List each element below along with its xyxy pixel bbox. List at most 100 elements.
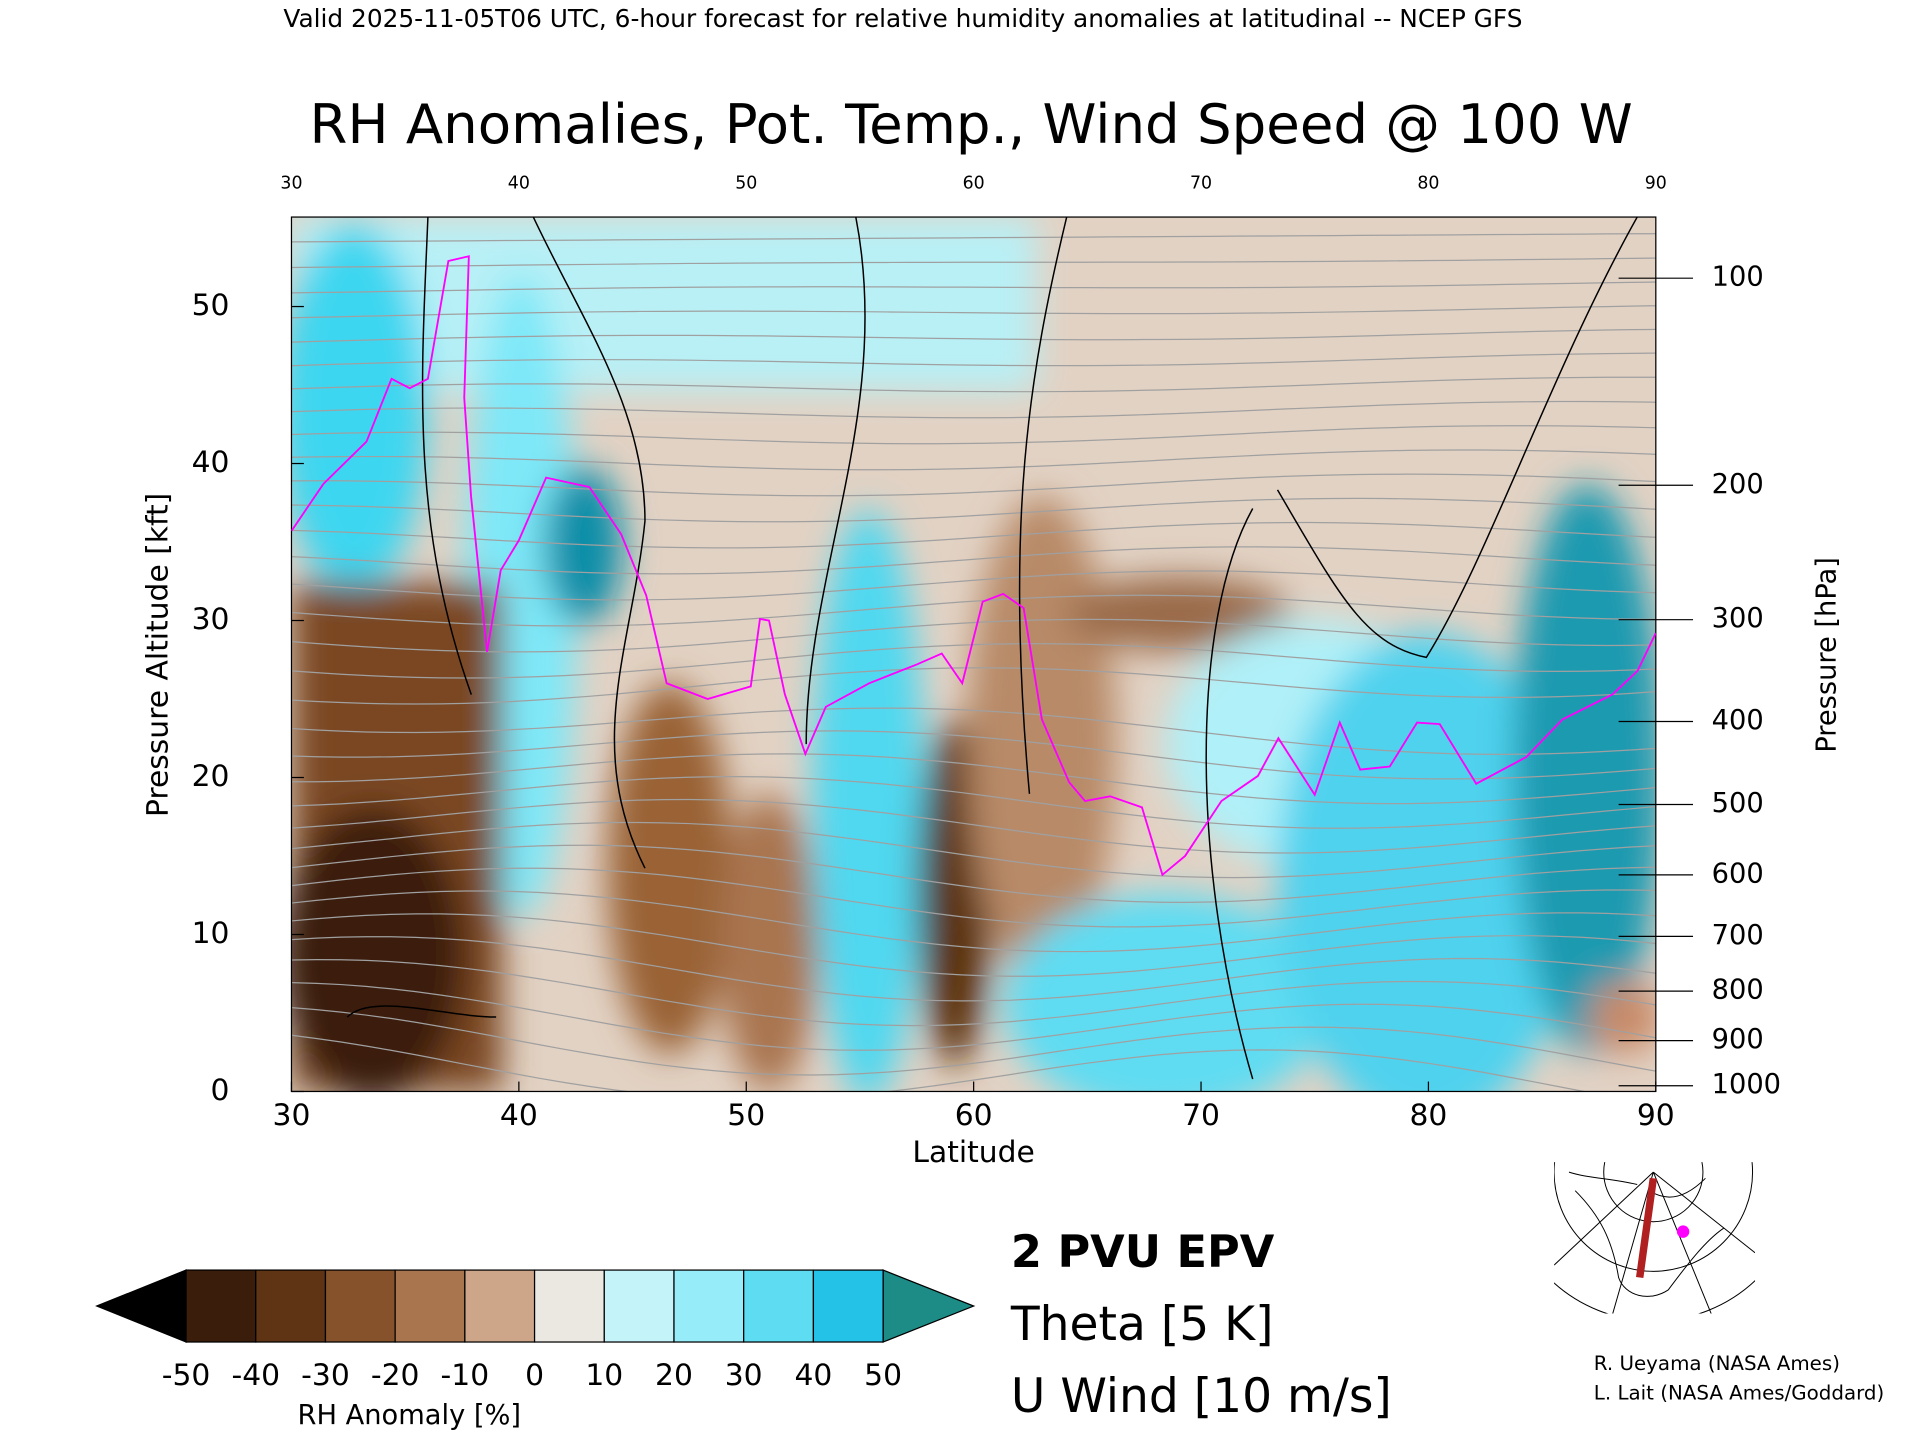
theta-line	[291, 707, 1656, 755]
colorbar-under	[95, 1269, 187, 1343]
wind-contours	[346, 217, 1638, 1080]
y-tick-label: 50	[192, 288, 230, 323]
theta-line	[291, 959, 1656, 1027]
theta-line	[291, 618, 1656, 653]
colorbar-tick-label: 50	[864, 1358, 902, 1393]
y2-tick-label: 800	[1712, 975, 1764, 1006]
x-axis-label: Latitude	[912, 1135, 1034, 1170]
y2-tick-label: 700	[1712, 920, 1764, 951]
credit: L. Lait (NASA Ames/Goddard)	[1594, 1382, 1884, 1405]
colorbar-tick-label: 20	[655, 1358, 693, 1393]
theta-line	[291, 497, 1656, 523]
colorbar-tick-label: -10	[441, 1358, 490, 1393]
x-tick-label: 60	[955, 1098, 993, 1133]
y2-tick-label: 600	[1712, 858, 1764, 889]
y-tick-label: 30	[192, 602, 230, 637]
colorbar-tick-label: 10	[585, 1358, 623, 1393]
x-tick-label: 80	[1409, 1098, 1447, 1133]
y-tick-label: 0	[211, 1073, 230, 1108]
theta-line	[291, 257, 1656, 269]
theta-line	[291, 546, 1656, 575]
colorbar-segment	[185, 1269, 257, 1343]
y2-tick-label: 500	[1712, 788, 1764, 819]
theta-line	[291, 844, 1656, 903]
colorbar-segment	[255, 1269, 327, 1343]
colorbar-label: RH Anomaly [%]	[298, 1400, 522, 1431]
y2-tick-label: 300	[1712, 603, 1764, 634]
theta-line	[291, 281, 1656, 294]
colorbar-over	[882, 1269, 976, 1343]
x-top-label: 90	[1645, 174, 1667, 194]
x-top-label: 60	[963, 174, 985, 194]
theta-line	[291, 1034, 1588, 1092]
legend-pv: 2 PVU EPV	[1011, 1226, 1275, 1278]
x-tick-label: 30	[273, 1098, 311, 1133]
y2-tick-label: 200	[1712, 469, 1764, 500]
theta-line	[291, 233, 1656, 243]
theta-line	[291, 1007, 1656, 1076]
theta-line	[291, 936, 1656, 1002]
colorbar-segment	[673, 1269, 745, 1343]
theta-line	[291, 642, 1656, 679]
colorbar-segment	[603, 1269, 675, 1343]
colorbar-tick-label: -30	[301, 1358, 350, 1393]
colorbar-segment	[533, 1269, 605, 1343]
x-top-label: 30	[280, 174, 302, 194]
colorbar-segment	[743, 1269, 815, 1343]
x-top-label: 80	[1417, 174, 1439, 194]
theta-line	[291, 400, 1656, 419]
theta-line	[291, 594, 1656, 627]
locator-map	[1554, 1162, 1756, 1314]
pv-line	[291, 255, 1656, 877]
x-top-label: 70	[1190, 174, 1212, 194]
theta-contours	[291, 233, 1656, 1092]
x-tick-label: 50	[727, 1098, 765, 1133]
chart-title: RH Anomalies, Pot. Temp., Wind Speed @ 1…	[310, 92, 1633, 156]
colorbar-segment	[812, 1269, 884, 1343]
legend-wind: U Wind [10 m/s]	[1011, 1369, 1392, 1424]
y-axis-label: Pressure Altitude [kft]	[140, 493, 175, 817]
colorbar-segment	[324, 1269, 396, 1343]
theta-line	[291, 776, 1656, 829]
colorbar-segment	[394, 1269, 466, 1343]
colorbar-tick-label: 40	[794, 1358, 832, 1393]
colorbar-tick-label: 0	[525, 1358, 544, 1393]
rh-field	[291, 217, 1656, 1092]
theta-line	[291, 821, 1656, 879]
theta-line	[291, 667, 1656, 705]
y-tick-label: 10	[192, 916, 230, 951]
x-tick-label: 90	[1637, 1098, 1675, 1133]
colorbar-tick-label: -40	[231, 1358, 280, 1393]
credit: R. Ueyama (NASA Ames)	[1594, 1352, 1840, 1375]
colorbar-tick-label: -20	[371, 1358, 420, 1393]
colorbar-segment	[464, 1269, 536, 1343]
theta-line	[291, 328, 1656, 343]
colorbar-tick-label: 30	[725, 1358, 763, 1393]
theta-line	[291, 913, 1656, 977]
theta-line	[291, 570, 1656, 601]
y2-axis-label: Pressure [hPa]	[1812, 557, 1843, 753]
x-top-label: 40	[508, 174, 530, 194]
colorbar-tick-label: -50	[162, 1358, 211, 1393]
theta-line	[291, 305, 1656, 319]
x-tick-label: 40	[500, 1098, 538, 1133]
y2-tick-label: 100	[1712, 262, 1764, 293]
legend-theta: Theta [5 K]	[1010, 1297, 1274, 1352]
theta-line	[291, 352, 1656, 367]
y2-tick-label: 1000	[1712, 1069, 1781, 1100]
theta-line	[291, 798, 1656, 854]
y-tick-label: 20	[192, 759, 230, 794]
y-tick-label: 40	[192, 445, 230, 480]
header: Valid 2025-11-05T06 UTC, 6-hour forecast…	[283, 4, 1522, 33]
theta-line	[291, 425, 1656, 445]
theta-line	[291, 867, 1656, 928]
y2-tick-label: 900	[1712, 1024, 1764, 1055]
theta-line	[291, 730, 1656, 780]
theta-line	[291, 376, 1656, 393]
theta-line	[291, 449, 1656, 471]
x-top-label: 50	[735, 174, 757, 194]
theta-line	[291, 753, 1656, 805]
theta-line	[291, 981, 1656, 1051]
x-tick-label: 70	[1182, 1098, 1220, 1133]
